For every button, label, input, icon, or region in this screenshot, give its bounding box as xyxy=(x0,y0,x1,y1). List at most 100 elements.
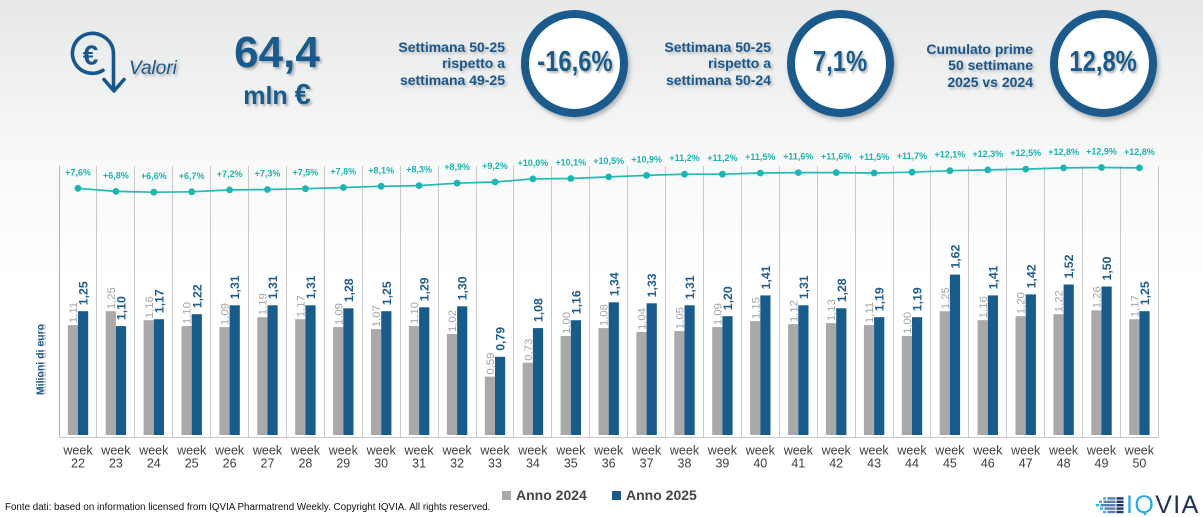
svg-text:+12,8%: +12,8% xyxy=(1124,147,1155,157)
svg-text:0,73: 0,73 xyxy=(523,339,535,361)
svg-text:1,16: 1,16 xyxy=(569,290,583,314)
svg-text:week: week xyxy=(972,444,1003,458)
svg-text:+11,5%: +11,5% xyxy=(859,152,889,162)
svg-text:+6,6%: +6,6% xyxy=(141,171,167,181)
svg-text:1,19: 1,19 xyxy=(911,287,925,311)
svg-text:+10,9%: +10,9% xyxy=(631,154,662,164)
svg-text:week: week xyxy=(138,444,169,458)
svg-text:1,22: 1,22 xyxy=(1054,290,1066,312)
svg-text:week: week xyxy=(1010,444,1041,458)
svg-text:27: 27 xyxy=(261,457,275,471)
svg-text:1,20: 1,20 xyxy=(1016,292,1028,314)
svg-text:37: 37 xyxy=(640,457,654,471)
svg-text:34: 34 xyxy=(526,457,540,471)
svg-text:1,31: 1,31 xyxy=(797,275,811,299)
svg-text:1,50: 1,50 xyxy=(1100,256,1114,280)
svg-text:week: week xyxy=(934,444,965,458)
svg-text:week: week xyxy=(404,444,435,458)
svg-text:week: week xyxy=(745,444,776,458)
svg-text:1,19: 1,19 xyxy=(873,287,887,311)
svg-text:1,10: 1,10 xyxy=(115,296,129,320)
svg-text:+11,5%: +11,5% xyxy=(745,152,775,162)
svg-text:1,28: 1,28 xyxy=(342,278,356,302)
svg-text:+12,9%: +12,9% xyxy=(1086,147,1117,157)
svg-text:+7,6%: +7,6% xyxy=(65,167,91,177)
svg-text:32: 32 xyxy=(450,457,464,471)
svg-text:42: 42 xyxy=(829,457,843,471)
svg-text:48: 48 xyxy=(1057,457,1071,471)
svg-text:+8,3%: +8,3% xyxy=(406,165,432,175)
svg-text:1,19: 1,19 xyxy=(258,293,270,315)
svg-text:1,28: 1,28 xyxy=(835,278,849,302)
svg-text:35: 35 xyxy=(564,457,578,471)
svg-text:week: week xyxy=(214,444,245,458)
svg-text:1,25: 1,25 xyxy=(77,281,91,305)
svg-text:week: week xyxy=(328,444,359,458)
svg-text:1,62: 1,62 xyxy=(949,245,963,269)
svg-text:1,08: 1,08 xyxy=(599,304,611,326)
svg-text:1,25: 1,25 xyxy=(106,287,118,309)
svg-text:26: 26 xyxy=(223,457,237,471)
svg-text:week: week xyxy=(669,444,700,458)
svg-text:week: week xyxy=(442,444,473,458)
svg-text:+11,6%: +11,6% xyxy=(821,152,851,162)
svg-text:1,00: 1,00 xyxy=(561,312,573,334)
svg-text:1,41: 1,41 xyxy=(986,265,1000,289)
svg-text:1,31: 1,31 xyxy=(304,275,318,299)
svg-text:1,26: 1,26 xyxy=(1092,286,1104,308)
svg-text:+12,8%: +12,8% xyxy=(1048,147,1079,157)
svg-text:45: 45 xyxy=(943,457,957,471)
svg-text:1,10: 1,10 xyxy=(182,302,194,324)
svg-text:+8,1%: +8,1% xyxy=(368,165,394,175)
svg-text:+11,7%: +11,7% xyxy=(897,151,927,161)
svg-text:1,15: 1,15 xyxy=(750,297,762,319)
svg-text:1,31: 1,31 xyxy=(266,275,280,299)
svg-text:1,25: 1,25 xyxy=(380,281,394,305)
svg-text:50: 50 xyxy=(1132,457,1146,471)
svg-text:week: week xyxy=(1086,444,1117,458)
svg-text:week: week xyxy=(1124,444,1155,458)
svg-text:1,09: 1,09 xyxy=(712,303,724,325)
svg-text:week: week xyxy=(479,444,510,458)
svg-text:+7,5%: +7,5% xyxy=(293,168,319,178)
svg-text:1,16: 1,16 xyxy=(144,296,156,318)
svg-text:1,08: 1,08 xyxy=(532,298,546,322)
svg-text:week: week xyxy=(821,444,852,458)
svg-text:1,16: 1,16 xyxy=(978,296,990,318)
svg-text:30: 30 xyxy=(374,457,388,471)
svg-text:1,09: 1,09 xyxy=(333,303,345,325)
svg-text:week: week xyxy=(593,444,624,458)
svg-text:week: week xyxy=(290,444,321,458)
svg-text:1,42: 1,42 xyxy=(1024,264,1038,288)
svg-text:week: week xyxy=(62,444,93,458)
svg-text:31: 31 xyxy=(412,457,426,471)
svg-text:1,17: 1,17 xyxy=(295,295,307,317)
svg-text:+11,6%: +11,6% xyxy=(783,152,813,162)
svg-text:1,33: 1,33 xyxy=(645,273,659,297)
svg-text:46: 46 xyxy=(981,457,995,471)
svg-text:+7,8%: +7,8% xyxy=(330,167,356,177)
svg-text:1,25: 1,25 xyxy=(1138,281,1152,305)
svg-text:1,05: 1,05 xyxy=(675,307,687,329)
svg-text:week: week xyxy=(176,444,207,458)
svg-text:1,41: 1,41 xyxy=(759,265,773,289)
svg-text:1,30: 1,30 xyxy=(456,276,470,300)
svg-text:1,20: 1,20 xyxy=(721,286,735,310)
svg-text:week: week xyxy=(555,444,586,458)
svg-text:1,34: 1,34 xyxy=(607,272,621,296)
svg-text:1,22: 1,22 xyxy=(190,284,204,308)
svg-text:44: 44 xyxy=(905,457,919,471)
svg-text:1,10: 1,10 xyxy=(409,302,421,324)
svg-text:+12,5%: +12,5% xyxy=(1010,148,1041,158)
svg-text:41: 41 xyxy=(791,457,805,471)
svg-text:1,11: 1,11 xyxy=(864,302,876,323)
svg-text:+9,2%: +9,2% xyxy=(482,161,508,171)
svg-text:1,04: 1,04 xyxy=(637,308,649,330)
svg-text:1,09: 1,09 xyxy=(220,303,232,325)
svg-text:week: week xyxy=(707,444,738,458)
svg-text:+8,9%: +8,9% xyxy=(444,162,470,172)
svg-text:week: week xyxy=(100,444,131,458)
svg-text:+10,1%: +10,1% xyxy=(555,158,586,168)
svg-text:33: 33 xyxy=(488,457,502,471)
svg-text:€: € xyxy=(83,40,99,71)
